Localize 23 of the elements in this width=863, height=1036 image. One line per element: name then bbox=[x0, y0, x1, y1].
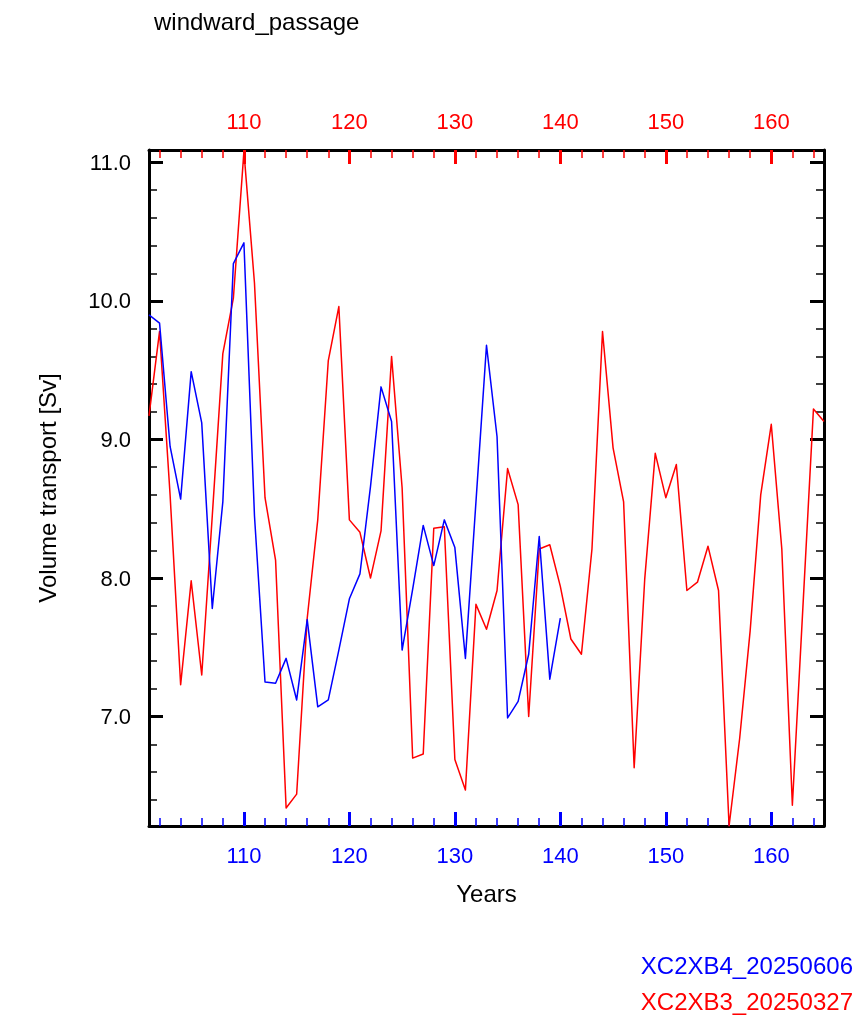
y-tick-label: 9.0 bbox=[100, 427, 131, 453]
x2-tick-label: 160 bbox=[752, 842, 790, 868]
x-tick-label: 150 bbox=[647, 108, 685, 134]
x-tick-label: 110 bbox=[226, 108, 262, 134]
x-tick-label: 140 bbox=[541, 108, 579, 134]
line-series bbox=[148, 242, 562, 719]
y-tick-label: 10.0 bbox=[88, 288, 131, 314]
text: XC2XB4_20250606 bbox=[640, 951, 853, 979]
y-axis-title: Volume transport [Sv] bbox=[33, 373, 61, 603]
x2-tick-label: 150 bbox=[647, 842, 685, 868]
y-tick-label: 8.0 bbox=[100, 565, 131, 591]
y-tick-label: 7.0 bbox=[100, 704, 131, 730]
x-tick-label: 120 bbox=[331, 108, 368, 134]
x-axis-title: Years bbox=[456, 879, 517, 907]
x-tick-label: 160 bbox=[752, 108, 790, 134]
x-tick-label: 130 bbox=[436, 108, 474, 134]
x2-tick-label: 110 bbox=[226, 842, 262, 868]
y-tick-label: 11.0 bbox=[89, 149, 131, 175]
x2-tick-label: 130 bbox=[436, 842, 474, 868]
chart-title: windward_passage bbox=[153, 7, 360, 35]
text: XC2XB3_20250327 bbox=[640, 987, 853, 1015]
x2-tick-label: 140 bbox=[541, 842, 579, 868]
x2-tick-label: 120 bbox=[331, 842, 368, 868]
